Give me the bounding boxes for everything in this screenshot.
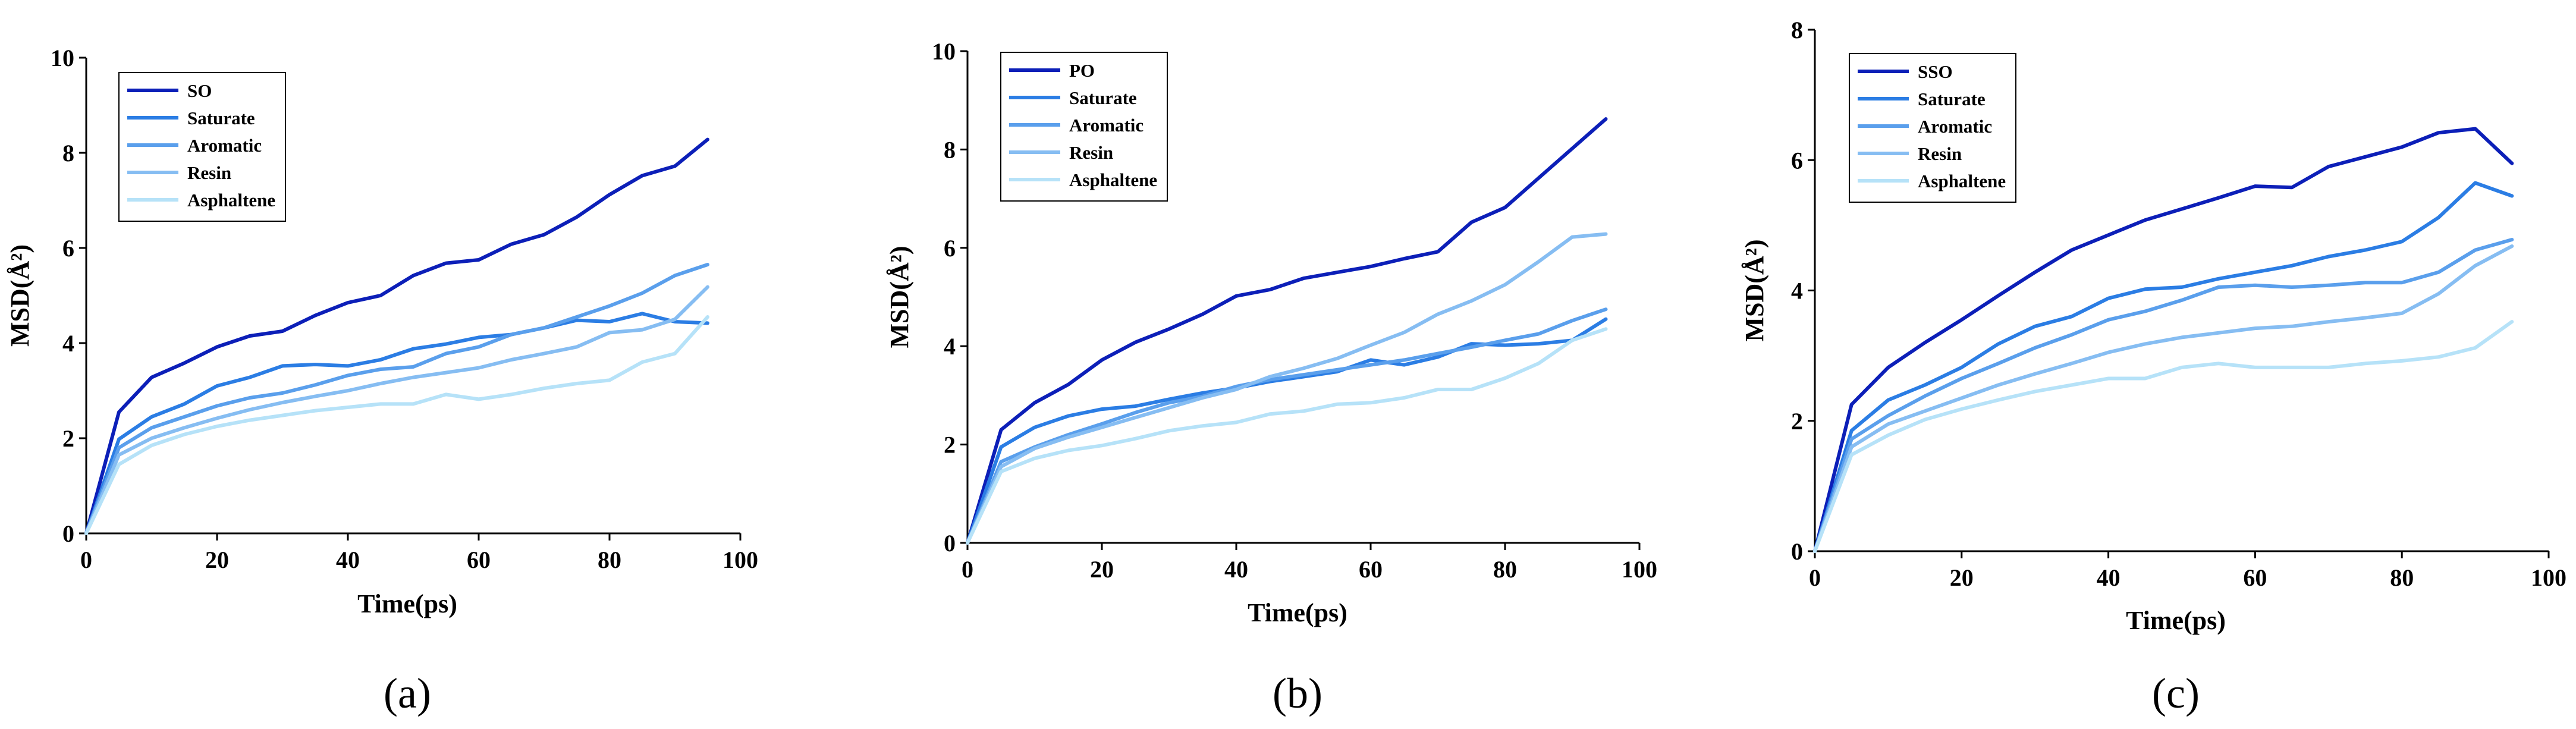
legend-entry-label: Resin <box>187 162 231 183</box>
y-tick-label: 6 <box>1791 147 1803 174</box>
series-line-aromatic <box>966 307 1608 545</box>
chart-panel-b: 0 20 40 60 80 100 0 2 4 6 8 10 Time(ps) MSD(Å²) PO Satu… <box>885 38 1657 717</box>
legend-entry-label: Saturate <box>1918 89 1986 109</box>
y-tick-label: 4 <box>944 333 956 360</box>
x-axis-label: Time(ps) <box>2126 606 2226 635</box>
series-line-resin <box>84 285 709 535</box>
series-line-resin <box>966 232 1608 545</box>
y-tick-label: 6 <box>944 235 956 262</box>
x-axis-label: Time(ps) <box>1248 598 1347 627</box>
chart-panel-a: 0 20 40 60 80 100 0 2 4 6 8 10 Time(ps) MSD(Å²) SO Satu… <box>5 45 758 717</box>
series-line-so <box>84 137 709 535</box>
series-line-asphaltene <box>84 315 709 535</box>
x-axis-label: Time(ps) <box>357 589 457 618</box>
series-line-asphaltene <box>1813 320 2514 553</box>
legend-entry-label: Resin <box>1918 143 1962 164</box>
panel-label: (a) <box>384 670 431 717</box>
y-tick-label: 10 <box>51 45 74 71</box>
x-tick-label: 60 <box>1359 556 1383 583</box>
chart-panel-c: 0 20 40 60 80 100 0 2 4 6 8 Time(ps) MSD(Å²) SSO Satur… <box>1740 17 2566 717</box>
y-tick-label: 2 <box>1791 408 1803 435</box>
x-tick-label: 0 <box>1809 564 1821 591</box>
legend-entry-label: Aromatic <box>1069 115 1144 136</box>
x-tick-label: 100 <box>1622 556 1657 583</box>
legend: SO Saturate Aromatic Resin Asphaltene <box>118 72 286 222</box>
x-tick-label: 40 <box>1224 556 1248 583</box>
x-tick-label: 40 <box>336 546 360 573</box>
y-tick-label: 4 <box>1791 278 1803 304</box>
legend-entry-label: Aromatic <box>187 135 262 156</box>
legend-entry-label: Aromatic <box>1918 116 1992 137</box>
series-line-sso <box>1813 127 2514 553</box>
x-tick-label: 60 <box>467 546 491 573</box>
series-line-saturate <box>1813 181 2514 553</box>
y-axis-label: MSD(Å²) <box>1740 239 1769 341</box>
y-tick-label: 0 <box>62 520 74 547</box>
y-tick-label: 8 <box>944 136 956 163</box>
y-axis-label: MSD(Å²) <box>5 244 34 347</box>
panel-label: (b) <box>1273 670 1322 717</box>
y-tick-label: 8 <box>62 140 74 166</box>
x-tick-label: 0 <box>962 556 973 583</box>
legend-entry-label: Asphaltene <box>1918 171 2006 191</box>
y-tick-label: 10 <box>932 38 956 65</box>
x-tick-label: 100 <box>2531 564 2566 591</box>
x-tick-label: 100 <box>722 546 758 573</box>
series-line-resin <box>1813 244 2514 553</box>
series-line-po <box>966 117 1608 545</box>
x-tick-label: 20 <box>1950 564 1974 591</box>
x-tick-label: 60 <box>2243 564 2267 591</box>
y-axis-label: MSD(Å²) <box>885 246 914 348</box>
y-tick-label: 8 <box>1791 17 1803 43</box>
y-tick-label: 4 <box>62 330 74 357</box>
legend-entry-label: Resin <box>1069 142 1113 163</box>
legend: SSO Saturate Aromatic Resin Asphaltene <box>1849 53 2016 203</box>
legend-entry-label: Saturate <box>187 108 255 128</box>
series-line-saturate <box>966 317 1608 545</box>
legend-entry-label: SO <box>187 80 212 101</box>
series-line-asphaltene <box>966 327 1608 545</box>
y-tick-label: 0 <box>1791 538 1803 565</box>
x-tick-label: 80 <box>2390 564 2414 591</box>
x-tick-label: 20 <box>205 546 229 573</box>
legend: PO Saturate Aromatic Resin Asphaltene <box>1000 52 1168 202</box>
series-line-aromatic <box>84 263 709 535</box>
y-tick-label: 6 <box>62 235 74 262</box>
x-tick-label: 80 <box>1493 556 1517 583</box>
series-line-saturate <box>84 312 709 535</box>
y-tick-label: 0 <box>944 530 956 557</box>
y-tick-label: 2 <box>944 432 956 458</box>
x-tick-label: 80 <box>598 546 621 573</box>
legend-entry-label: Asphaltene <box>187 190 275 210</box>
legend-entry-label: Saturate <box>1069 87 1137 108</box>
x-tick-label: 0 <box>80 546 92 573</box>
y-tick-label: 2 <box>62 425 74 452</box>
legend-entry-label: SSO <box>1918 61 1953 82</box>
legend-entry-label: PO <box>1069 60 1095 81</box>
panel-label: (c) <box>2152 670 2200 717</box>
legend-entry-label: Asphaltene <box>1069 169 1157 190</box>
x-tick-label: 40 <box>2097 564 2121 591</box>
series-line-aromatic <box>1813 238 2514 553</box>
x-tick-label: 20 <box>1090 556 1114 583</box>
